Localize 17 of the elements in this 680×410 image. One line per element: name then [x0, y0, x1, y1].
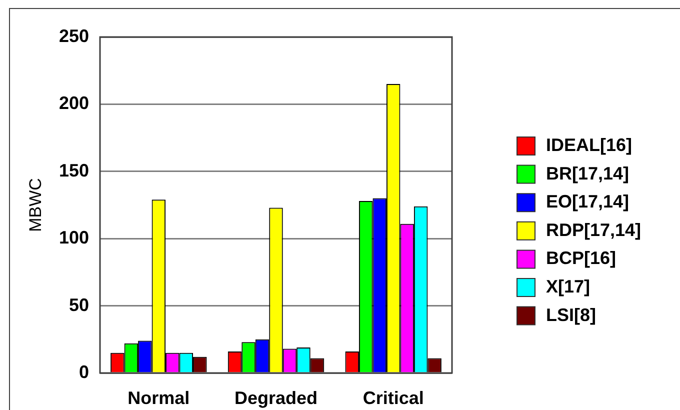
x-tick-label: Normal	[128, 388, 190, 408]
y-axis-title: MBWC	[26, 178, 45, 232]
legend-label: BCP[16]	[546, 248, 616, 268]
y-tick-label: 100	[58, 228, 89, 248]
y-tick-label: 150	[58, 160, 89, 180]
legend-label: EO[17,14]	[546, 192, 630, 212]
legend-label: IDEAL[16]	[546, 134, 632, 155]
legend-label: RDP[17,14]	[546, 220, 642, 240]
y-tick-label: 0	[78, 362, 89, 382]
y-tick-label: 250	[58, 26, 89, 46]
legend-label: BR[17,14]	[546, 163, 630, 184]
x-tick-label: Degraded	[234, 388, 318, 408]
y-tick-label: 200	[58, 93, 89, 114]
x-tick-label: Critical	[362, 388, 424, 408]
y-tick-label: 50	[68, 294, 89, 315]
legend-label: LSI[8]	[546, 304, 596, 325]
legend-label: X[17]	[546, 276, 590, 296]
